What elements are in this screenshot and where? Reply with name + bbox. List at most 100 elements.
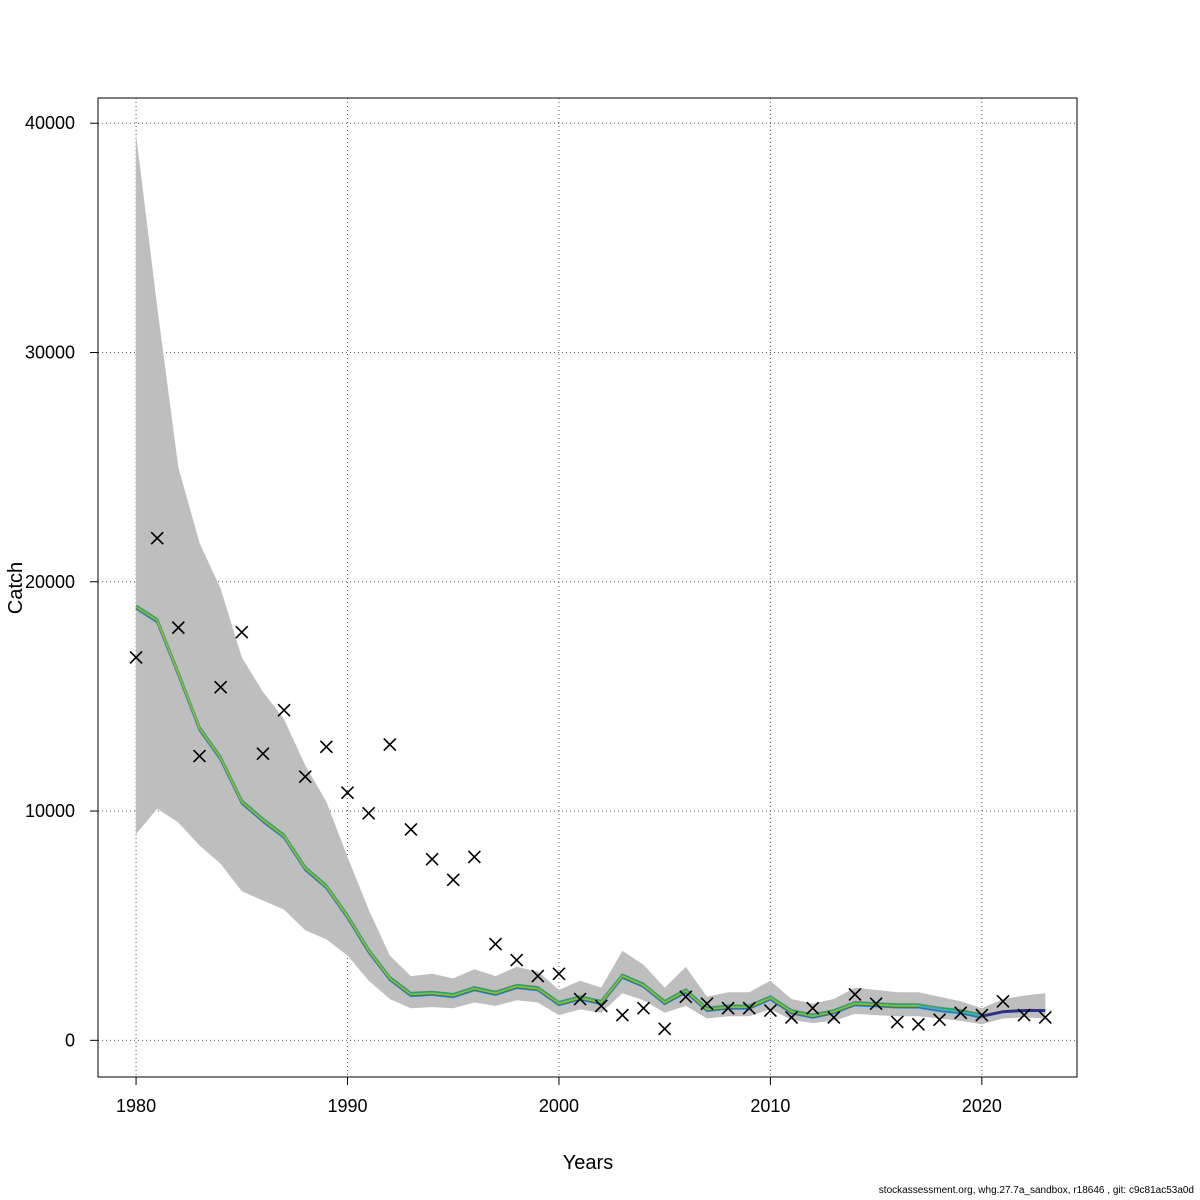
observed-point-stroke (362, 806, 376, 820)
observed-point-stroke (192, 749, 207, 763)
observed-point-stroke (975, 1008, 989, 1022)
observed-point-2020 (975, 1008, 989, 1022)
observed-point-stroke (742, 1001, 756, 1015)
observed-point-stroke (658, 1022, 672, 1036)
observed-point-stroke (467, 850, 481, 864)
observed-point-stroke (763, 1003, 777, 1018)
observed-point-stroke (404, 822, 418, 836)
observed-point-stroke (488, 937, 503, 951)
observed-point-stroke (446, 873, 460, 887)
observed-point-stroke (636, 1001, 651, 1015)
observed-point-stroke (425, 852, 439, 866)
observed-point-stroke (615, 1008, 629, 1022)
y-tick-label-10000: 10000 (25, 801, 75, 821)
observed-point-2010 (763, 1003, 777, 1018)
observed-point-stroke (340, 786, 355, 800)
observed-point-stroke (890, 1015, 904, 1029)
observed-point-2002 (594, 999, 608, 1013)
observed-point-2019 (954, 1006, 968, 1020)
y-tick-label-30000: 30000 (25, 342, 75, 362)
observed-point-2011 (784, 1010, 799, 1024)
y-tick-label-40000: 40000 (25, 113, 75, 133)
observed-point-stroke (827, 1010, 841, 1024)
observed-point-stroke (784, 1010, 799, 1024)
observed-point-2009 (742, 1001, 756, 1015)
observed-point-stroke (573, 992, 587, 1006)
observed-point-2007 (700, 997, 714, 1011)
observed-point-1995 (446, 873, 460, 887)
estimate-line-4 (135, 606, 983, 1018)
observed-point-2017 (911, 1017, 925, 1031)
forecast-line (981, 1009, 1046, 1018)
recent-estimate-line (918, 1004, 983, 1018)
observed-point-stroke (319, 740, 333, 754)
observed-point-1987 (277, 703, 291, 717)
observed-point-stroke (806, 1001, 820, 1015)
observed-point-1996 (467, 850, 481, 864)
observed-point-stroke (1038, 1010, 1052, 1024)
observed-point-2005 (658, 1022, 672, 1036)
observed-point-stroke (700, 997, 714, 1011)
observed-point-1997 (488, 937, 503, 951)
observed-point-stroke (869, 997, 883, 1011)
estimate-line-1 (135, 604, 983, 1016)
y-axis-title: Catch (5, 562, 27, 614)
plot-frame (97, 97, 1078, 1078)
observed-point-1984 (214, 680, 228, 694)
x-tick-label-2020: 2020 (962, 1096, 1002, 1116)
observed-point-1983 (192, 749, 207, 763)
observed-point-2004 (636, 1001, 651, 1015)
x-tick-label-1990: 1990 (327, 1096, 367, 1116)
observed-point-1991 (362, 806, 376, 820)
observed-point-2001 (573, 992, 587, 1006)
grid-lines (98, 98, 1077, 1077)
observed-point-stroke (996, 994, 1010, 1008)
observed-point-1990 (340, 786, 355, 800)
observed-point-1986 (256, 747, 270, 761)
y-tick-label-0: 0 (65, 1030, 75, 1050)
x-axis-title: Years (563, 1152, 613, 1174)
observed-point-stroke (531, 969, 545, 983)
estimate-lines (135, 604, 1046, 1019)
observed-point-stroke (277, 703, 291, 717)
observed-point-stroke (150, 531, 164, 545)
axes: 1980 1990 2000 2010 2020 0 10000 20000 30000 4000… (25, 113, 1002, 1116)
observed-point-2012 (806, 1001, 820, 1015)
observed-point-stroke (214, 680, 228, 694)
observed-point-1988 (298, 770, 312, 784)
observed-point-1993 (404, 822, 418, 836)
observed-point-1992 (383, 737, 397, 752)
observed-point-stroke (256, 747, 270, 761)
observed-point-1999 (531, 969, 545, 983)
observed-point-2013 (827, 1010, 841, 1024)
observed-point-2000 (552, 967, 566, 981)
observed-point-stroke (721, 1001, 735, 1015)
observed-point-stroke (552, 967, 566, 981)
observed-point-2016 (890, 1015, 904, 1029)
observed-point-2003 (615, 1008, 629, 1022)
y-tick-label-20000: 20000 (25, 572, 75, 592)
observed-point-1989 (319, 740, 333, 754)
observed-point-stroke (954, 1006, 968, 1020)
observed-point-1982 (171, 621, 185, 635)
observed-point-stroke (594, 999, 608, 1013)
observed-point-stroke (298, 770, 312, 784)
observed-point-stroke (129, 650, 143, 664)
observed-point-1981 (150, 531, 164, 545)
observed-point-1994 (425, 852, 439, 866)
observed-point-stroke (171, 621, 185, 635)
observed-points (129, 531, 1052, 1036)
x-tick-label-2010: 2010 (750, 1096, 790, 1116)
observed-point-stroke (911, 1017, 925, 1031)
observed-point-stroke (848, 987, 862, 1002)
observed-point-1985 (235, 625, 249, 639)
observed-point-2014 (848, 987, 862, 1002)
observed-point-2008 (721, 1001, 735, 1015)
observed-point-2018 (932, 1013, 947, 1027)
observed-point-1980 (129, 650, 143, 664)
observed-point-2021 (996, 994, 1010, 1008)
footer-source-text: stockassessment.org, whg.27.7a_sandbox, … (878, 1185, 1194, 1196)
observed-point-2006 (679, 990, 693, 1004)
observed-point-stroke (1017, 1008, 1031, 1022)
